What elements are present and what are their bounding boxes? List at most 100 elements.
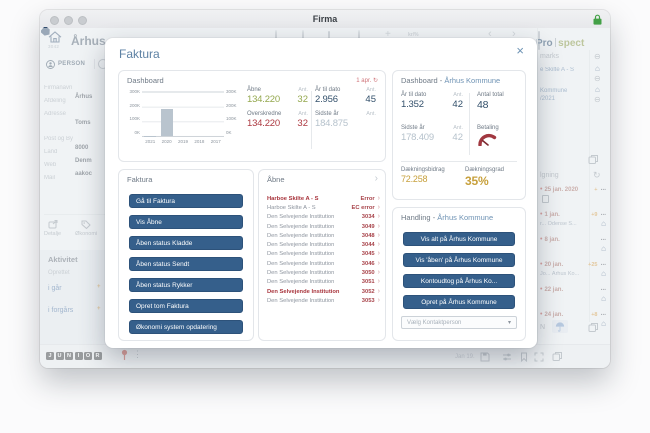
list-item[interactable]: Den Selvejende Institution 3049 › xyxy=(267,222,380,231)
stat-ytd: År til dato Ant. 2.956 45 xyxy=(315,87,376,105)
stat-daekningsgrad: Dækningsgrad 35% xyxy=(465,167,505,188)
invoice-value: 3053 xyxy=(361,297,375,304)
chevron-right-icon[interactable]: › xyxy=(377,250,380,258)
lock-icon xyxy=(593,14,602,25)
mini-bar-chart: 300K 200K 100K 0K 2021 2020 2019 2018 2017 300K… xyxy=(125,89,241,144)
gauge-icon xyxy=(477,133,517,146)
invoice-name: Den Selvejende Institution xyxy=(267,297,335,304)
invoice-name: Harboe Skilte A - S xyxy=(267,195,319,202)
vis-aaben-button[interactable]: Vis 'åben' på Århus Kommune xyxy=(403,253,515,267)
chart-y-left: 300K 200K 100K 0K xyxy=(129,89,140,135)
chart-x-labels: 2021 2020 2019 2018 2017 xyxy=(145,139,221,144)
stat-daekningsbidrag: Dækningsbidrag 72.258 xyxy=(401,167,445,184)
opret-tom-faktura-button[interactable]: Opret tom Faktura xyxy=(129,299,243,313)
titlebar: Firma xyxy=(40,10,610,29)
dashboard-stats: Åbne Ant. 134.220 32 Overskredne Ant. 134.2… xyxy=(247,87,376,149)
caret-down-icon: ▾ xyxy=(507,320,511,326)
faktura-modal: Faktura × Dashboard 1 apr. ↻ 300K 200K 100… xyxy=(105,38,537,348)
list-item[interactable]: Den Selvejende Institution 3048 › xyxy=(267,231,380,240)
handling-panel: Handling - Århus Kommune Vis alt på Århu… xyxy=(392,207,526,341)
chevron-right-icon[interactable]: › xyxy=(377,203,380,211)
invoice-name: Den Selvejende Institution xyxy=(267,260,335,267)
invoice-name: Den Selvejende Institution xyxy=(267,288,340,295)
refresh-date[interactable]: 1 apr. ↻ xyxy=(356,78,378,84)
invoice-value: 3034 xyxy=(361,214,375,221)
vis-alt-button[interactable]: Vis alt på Århus Kommune xyxy=(403,232,515,246)
aabne-panel: Åbne › Harboe Skilte A - S Error › Harbo… xyxy=(258,169,386,341)
list-item[interactable]: Harboe Skilte A - S Error › xyxy=(267,194,380,203)
panel-title: Handling - Århus Kommune xyxy=(401,213,494,222)
list-item[interactable]: Den Selvejende Institution 3045 › xyxy=(267,250,380,259)
dashboard-panel: Dashboard 1 apr. ↻ 300K 200K 100K 0K 2021 20… xyxy=(118,70,386,162)
chevron-right-icon[interactable]: › xyxy=(377,278,380,286)
invoice-name: Den Selvejende Institution xyxy=(267,214,335,221)
invoice-value: 3046 xyxy=(361,260,375,267)
panel-title: Dashboard xyxy=(127,76,164,85)
list-item[interactable]: Den Selvejende Institution 3044 › xyxy=(267,240,380,249)
aaben-status-kladde-button[interactable]: Åben status Kladde xyxy=(129,236,243,250)
chevron-right-icon[interactable]: › xyxy=(377,241,380,249)
chevron-right-icon[interactable]: › xyxy=(377,296,380,304)
chart-plot xyxy=(142,91,224,137)
invoice-value: 3045 xyxy=(361,251,375,258)
list-item[interactable]: Den Selvejende Institution 3051 › xyxy=(267,278,380,287)
invoice-name: Den Selvejende Institution xyxy=(267,270,335,277)
close-icon[interactable]: × xyxy=(516,43,524,58)
stat-betaling: Betaling xyxy=(477,125,517,146)
chevron-right-icon[interactable]: › xyxy=(377,194,380,202)
invoice-value: 3049 xyxy=(361,223,375,230)
chevron-right-icon[interactable]: › xyxy=(377,269,380,277)
chevron-right-icon[interactable]: › xyxy=(377,222,380,230)
aaben-status-sendt-button[interactable]: Åben status Sendt xyxy=(129,257,243,271)
invoice-name: Den Selvejende Institution xyxy=(267,279,335,286)
stat-antal-total: Antal total 48 xyxy=(477,92,504,111)
chevron-right-icon[interactable]: › xyxy=(377,259,380,267)
vis-aabne-button[interactable]: Vis Åbne xyxy=(129,215,243,229)
zoom-window-button[interactable] xyxy=(78,16,87,25)
invoice-value: 3051 xyxy=(361,279,375,286)
opret-button[interactable]: Opret på Århus Kommune xyxy=(403,295,515,309)
close-window-button[interactable] xyxy=(50,16,59,25)
refresh-icon[interactable]: ↻ xyxy=(372,78,378,84)
invoice-name: Den Selvejende Institution xyxy=(267,232,335,239)
ga-til-faktura-button[interactable]: Gå til Faktura xyxy=(129,194,243,208)
select-placeholder: Vælg Kontaktperson xyxy=(407,319,462,326)
chevron-right-icon[interactable]: › xyxy=(374,173,378,184)
contact-person-select[interactable]: Vælg Kontaktperson ▾ xyxy=(401,316,517,329)
chart-y-right: 300K 200K 100K 0K xyxy=(226,89,237,135)
invoice-value: 3052 xyxy=(361,288,375,295)
minimize-window-button[interactable] xyxy=(64,16,73,25)
invoice-name: Den Selvejende Institution xyxy=(267,223,335,230)
kontoudtog-button[interactable]: Kontoudtog på Århus Ko... xyxy=(403,274,515,288)
panel-title: Dashboard - Århus Kommune xyxy=(401,76,501,85)
window-title: Firma xyxy=(312,14,338,24)
list-item[interactable]: Harboe Skilte A - S EC error › xyxy=(267,203,380,212)
list-item[interactable]: Den Selvejende Institution 3053 › xyxy=(267,296,380,305)
chevron-right-icon[interactable]: › xyxy=(377,231,380,239)
invoice-value: 3050 xyxy=(361,270,375,277)
chevron-right-icon[interactable]: › xyxy=(377,287,380,295)
list-item[interactable]: Den Selvejende Institution 3052 › xyxy=(267,287,380,296)
stat-lastyear-kommune: Sidste år Ant. 178.409 42 xyxy=(401,125,463,143)
invoice-name: Harboe Skilte A - S xyxy=(267,204,316,211)
modal-title: Faktura xyxy=(119,47,160,61)
invoice-name: Den Selvejende Institution xyxy=(267,251,335,258)
chevron-right-icon[interactable]: › xyxy=(377,213,380,221)
panel-title: Åbne xyxy=(267,175,285,184)
aaben-status-rykker-button[interactable]: Åben status Rykker xyxy=(129,278,243,292)
stat-open: Åbne Ant. 134.220 32 xyxy=(247,87,308,105)
list-item[interactable]: Den Selvejende Institution 3050 › xyxy=(267,268,380,277)
chart-bars xyxy=(142,92,224,136)
faktura-panel: Faktura Gå til Faktura Vis Åbne Åben sta… xyxy=(118,169,254,341)
stat-lastyear: Sidste år Ant. 184.875 xyxy=(315,111,376,129)
panel-title: Faktura xyxy=(127,175,153,184)
app-window: Firma 3042 Århus + kr/% ‹ › xyxy=(40,10,610,368)
okonomi-system-opdatering-button[interactable]: Økonomi system opdatering xyxy=(129,320,243,334)
invoice-value: 3048 xyxy=(361,232,375,239)
stat-ytd-kommune: År til dato Ant. 1.352 42 xyxy=(401,92,463,110)
traffic-lights xyxy=(50,16,87,25)
invoice-value: Error xyxy=(360,195,375,202)
list-item[interactable]: Den Selvejende Institution 3046 › xyxy=(267,259,380,268)
list-item[interactable]: Den Selvejende Institution 3034 › xyxy=(267,213,380,222)
